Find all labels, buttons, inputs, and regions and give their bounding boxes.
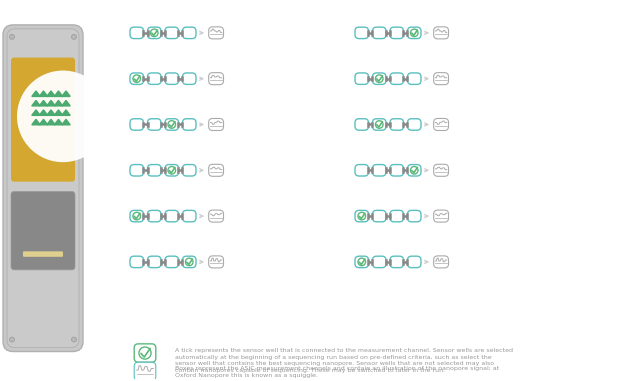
Polygon shape [40, 91, 48, 96]
FancyBboxPatch shape [7, 29, 79, 347]
FancyBboxPatch shape [23, 251, 63, 257]
FancyBboxPatch shape [182, 165, 196, 176]
FancyBboxPatch shape [372, 165, 386, 176]
FancyBboxPatch shape [390, 73, 404, 85]
FancyBboxPatch shape [209, 118, 223, 130]
Polygon shape [62, 91, 70, 96]
FancyBboxPatch shape [147, 165, 161, 176]
FancyBboxPatch shape [182, 256, 196, 267]
FancyBboxPatch shape [408, 73, 421, 85]
Polygon shape [55, 110, 63, 115]
FancyBboxPatch shape [434, 73, 448, 85]
FancyBboxPatch shape [434, 210, 448, 222]
FancyBboxPatch shape [390, 210, 404, 222]
FancyBboxPatch shape [355, 210, 369, 222]
FancyBboxPatch shape [209, 256, 223, 268]
Polygon shape [62, 110, 70, 115]
FancyBboxPatch shape [390, 256, 404, 267]
FancyBboxPatch shape [434, 164, 448, 176]
Polygon shape [32, 101, 40, 106]
FancyBboxPatch shape [130, 119, 144, 130]
FancyBboxPatch shape [147, 73, 161, 85]
Polygon shape [47, 101, 55, 106]
FancyBboxPatch shape [372, 73, 386, 85]
Polygon shape [40, 101, 48, 106]
FancyBboxPatch shape [147, 119, 161, 130]
FancyBboxPatch shape [11, 58, 75, 182]
FancyBboxPatch shape [355, 119, 369, 130]
FancyBboxPatch shape [165, 165, 179, 176]
FancyBboxPatch shape [209, 73, 223, 85]
FancyBboxPatch shape [209, 27, 223, 39]
FancyBboxPatch shape [182, 73, 196, 85]
FancyBboxPatch shape [182, 119, 196, 130]
FancyBboxPatch shape [408, 119, 421, 130]
FancyBboxPatch shape [372, 119, 386, 130]
Text: Boxes represent the ASIC measurement channels and contain an illustration of the: Boxes represent the ASIC measurement cha… [175, 367, 499, 378]
FancyBboxPatch shape [408, 210, 421, 222]
Polygon shape [47, 110, 55, 115]
Polygon shape [40, 110, 48, 115]
Circle shape [17, 70, 109, 162]
Circle shape [9, 337, 14, 342]
FancyBboxPatch shape [390, 119, 404, 130]
Polygon shape [47, 119, 55, 125]
FancyBboxPatch shape [165, 73, 179, 85]
FancyBboxPatch shape [372, 256, 386, 267]
FancyBboxPatch shape [130, 256, 144, 267]
Circle shape [71, 337, 76, 342]
FancyBboxPatch shape [11, 192, 75, 270]
Polygon shape [55, 101, 63, 106]
FancyBboxPatch shape [165, 27, 179, 38]
FancyBboxPatch shape [134, 362, 155, 381]
Polygon shape [55, 119, 63, 125]
FancyBboxPatch shape [147, 27, 161, 38]
Polygon shape [40, 119, 48, 125]
FancyBboxPatch shape [182, 27, 196, 38]
FancyBboxPatch shape [355, 165, 369, 176]
FancyBboxPatch shape [372, 27, 386, 38]
Polygon shape [62, 119, 70, 125]
FancyBboxPatch shape [390, 27, 404, 38]
FancyBboxPatch shape [434, 256, 448, 268]
FancyBboxPatch shape [434, 27, 448, 39]
FancyBboxPatch shape [134, 344, 155, 362]
FancyBboxPatch shape [355, 73, 369, 85]
FancyBboxPatch shape [130, 165, 144, 176]
FancyBboxPatch shape [355, 27, 369, 38]
FancyBboxPatch shape [130, 210, 144, 222]
Polygon shape [47, 91, 55, 96]
FancyBboxPatch shape [165, 119, 179, 130]
FancyBboxPatch shape [408, 165, 421, 176]
FancyBboxPatch shape [147, 256, 161, 267]
FancyBboxPatch shape [165, 210, 179, 222]
FancyBboxPatch shape [182, 210, 196, 222]
FancyBboxPatch shape [390, 165, 404, 176]
Polygon shape [32, 119, 40, 125]
Circle shape [71, 34, 76, 39]
FancyBboxPatch shape [434, 118, 448, 130]
Circle shape [9, 34, 14, 39]
FancyBboxPatch shape [408, 256, 421, 267]
FancyBboxPatch shape [147, 210, 161, 222]
FancyBboxPatch shape [408, 27, 421, 38]
FancyBboxPatch shape [355, 256, 369, 267]
FancyBboxPatch shape [3, 25, 83, 352]
FancyBboxPatch shape [209, 164, 223, 176]
FancyBboxPatch shape [165, 256, 179, 267]
FancyBboxPatch shape [372, 210, 386, 222]
FancyBboxPatch shape [209, 210, 223, 222]
FancyBboxPatch shape [130, 73, 144, 85]
Polygon shape [62, 101, 70, 106]
Polygon shape [55, 91, 63, 96]
Polygon shape [32, 91, 40, 96]
Polygon shape [32, 110, 40, 115]
Text: A tick represents the sensor well that is connected to the measurement channel. : A tick represents the sensor well that i… [175, 348, 513, 373]
FancyBboxPatch shape [130, 27, 144, 38]
